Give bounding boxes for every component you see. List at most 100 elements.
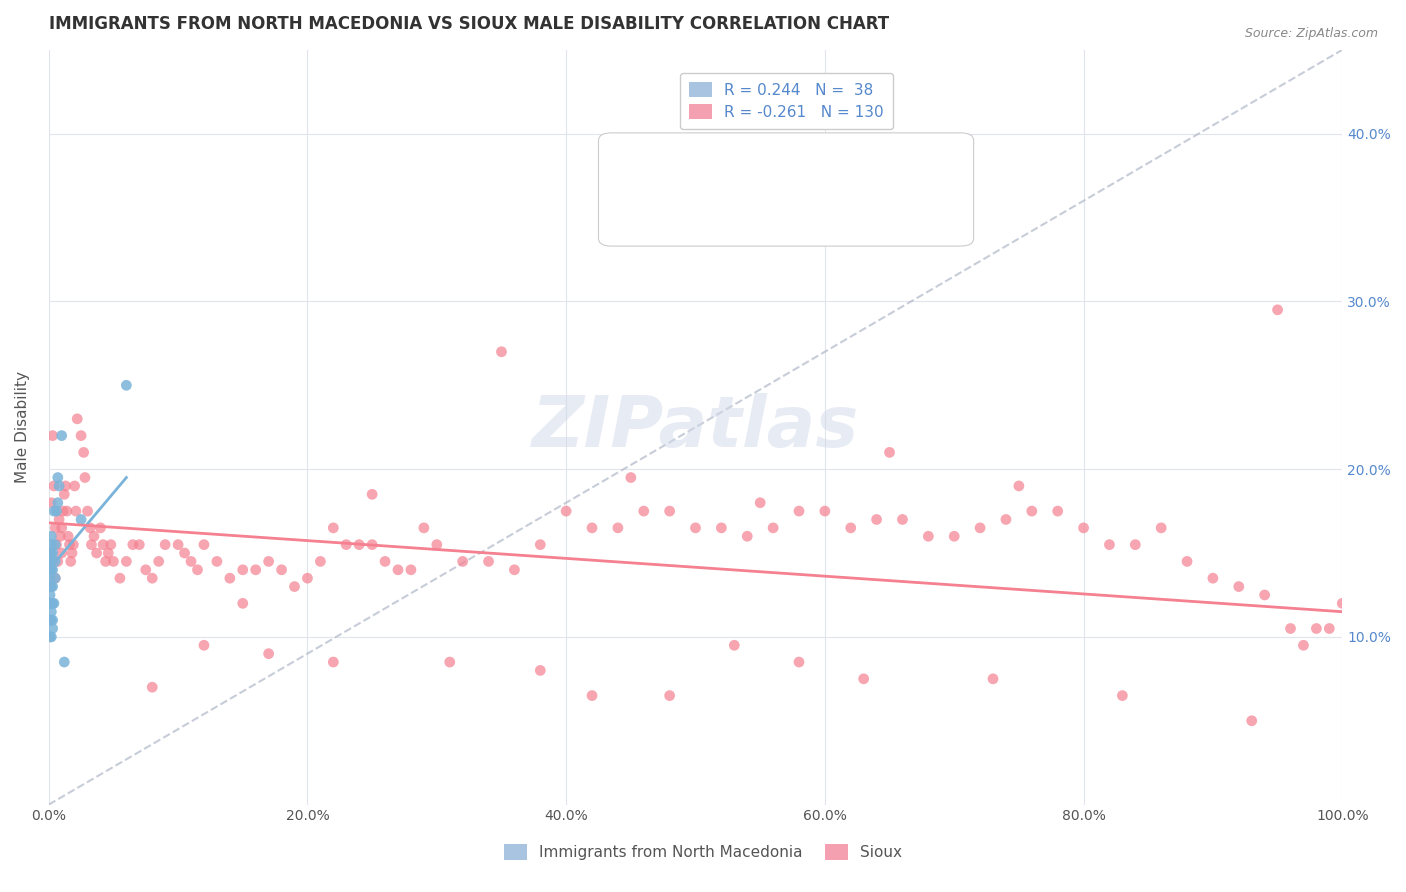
Point <box>891 512 914 526</box>
Point <box>1021 504 1043 518</box>
Point <box>53 655 76 669</box>
Point <box>257 647 280 661</box>
Point <box>839 521 862 535</box>
Point <box>969 521 991 535</box>
Point <box>39 554 62 568</box>
Point <box>46 496 69 510</box>
Point <box>658 504 681 518</box>
Point <box>41 630 63 644</box>
Point <box>1008 479 1031 493</box>
Text: Source: ZipAtlas.com: Source: ZipAtlas.com <box>1244 27 1378 40</box>
Point <box>322 655 344 669</box>
Point <box>41 563 63 577</box>
Point <box>1253 588 1275 602</box>
Point <box>1317 622 1340 636</box>
Point <box>48 512 70 526</box>
Point <box>167 538 190 552</box>
Point <box>335 538 357 552</box>
Point <box>257 554 280 568</box>
Point <box>45 504 67 518</box>
Point <box>477 554 499 568</box>
Point <box>46 554 69 568</box>
Point <box>108 571 131 585</box>
Point <box>41 546 63 560</box>
Point <box>52 504 75 518</box>
Point <box>735 529 758 543</box>
Point <box>41 538 63 552</box>
Point <box>1331 596 1354 610</box>
Point <box>121 538 143 552</box>
Point <box>115 554 138 568</box>
Point <box>658 689 681 703</box>
Point <box>41 563 63 577</box>
Point <box>503 563 526 577</box>
Point <box>1098 538 1121 552</box>
Point <box>39 563 62 577</box>
Point <box>141 680 163 694</box>
Point <box>41 529 63 543</box>
Point <box>439 655 461 669</box>
Point <box>814 504 837 518</box>
Point <box>49 529 72 543</box>
Point <box>45 538 67 552</box>
Point <box>491 344 513 359</box>
Point <box>1123 538 1146 552</box>
Text: IMMIGRANTS FROM NORTH MACEDONIA VS SIOUX MALE DISABILITY CORRELATION CHART: IMMIGRANTS FROM NORTH MACEDONIA VS SIOUX… <box>49 15 889 33</box>
Point <box>529 664 551 678</box>
Point <box>620 470 643 484</box>
Point <box>193 638 215 652</box>
Point <box>633 504 655 518</box>
Point <box>56 529 79 543</box>
Point <box>1046 504 1069 518</box>
Point <box>180 554 202 568</box>
Point <box>70 428 93 442</box>
Point <box>787 655 810 669</box>
Point <box>80 538 103 552</box>
Point <box>555 504 578 518</box>
Point <box>39 580 62 594</box>
Point <box>41 580 63 594</box>
Point <box>46 470 69 484</box>
Point <box>53 487 76 501</box>
Point <box>73 445 96 459</box>
Point <box>412 521 434 535</box>
Point <box>1305 622 1327 636</box>
Point <box>148 554 170 568</box>
Point <box>762 521 785 535</box>
Point <box>270 563 292 577</box>
Point <box>70 512 93 526</box>
Point <box>86 546 108 560</box>
Point <box>51 546 73 560</box>
Point <box>41 554 63 568</box>
Point <box>374 554 396 568</box>
Point <box>91 538 114 552</box>
Point <box>1202 571 1225 585</box>
Point <box>60 546 83 560</box>
Point <box>51 521 73 535</box>
Point <box>1292 638 1315 652</box>
Point <box>42 479 65 493</box>
Point <box>994 512 1017 526</box>
Point <box>65 504 87 518</box>
Point <box>710 521 733 535</box>
Point <box>193 538 215 552</box>
Point <box>128 538 150 552</box>
Point <box>41 546 63 560</box>
Point <box>685 521 707 535</box>
Point <box>44 554 66 568</box>
Legend: Immigrants from North Macedonia, Sioux: Immigrants from North Macedonia, Sioux <box>498 838 908 866</box>
Point <box>41 605 63 619</box>
Point <box>1073 521 1095 535</box>
Point <box>1267 302 1289 317</box>
Point <box>55 479 77 493</box>
Point <box>39 588 62 602</box>
Point <box>347 538 370 552</box>
Point <box>322 521 344 535</box>
Point <box>529 538 551 552</box>
Point <box>865 512 887 526</box>
Point <box>66 412 89 426</box>
Point <box>186 563 208 577</box>
Point <box>44 521 66 535</box>
Point <box>51 428 73 442</box>
Point <box>943 529 966 543</box>
